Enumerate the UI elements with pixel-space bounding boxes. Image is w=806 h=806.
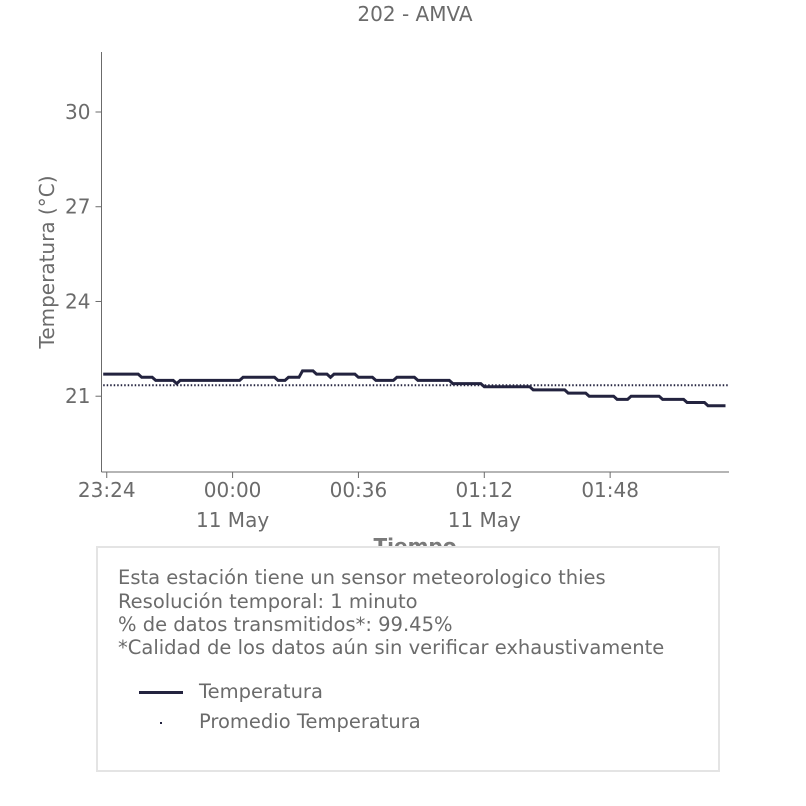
temperature-line [103,369,726,408]
legend-average-label: Promedio Temperatura [199,710,421,733]
x-ticks: 23:24 00:00 11 May 00:36 01:12 11 May 01:48 [78,472,639,532]
y-axis-label: Temperatura (°C) [35,175,59,349]
y-tick-label: 27 [65,195,90,219]
info-resolution-text: Resolución temporal: 1 minuto [118,590,418,613]
x-tick-label: 01:48 [581,478,639,502]
x-tick-date-label: 11 May [196,508,269,532]
info-legend-box: Esta estación tiene un sensor meteorolog… [96,546,720,772]
x-tick-label: 23:24 [78,478,136,502]
legend-temperature-swatch [139,691,183,694]
y-tick-label: 24 [65,289,90,313]
chart-title: 202 - AMVA [357,2,472,26]
info-sensor-text: Esta estación tiene un sensor meteorolog… [118,566,606,589]
y-tick-label: 21 [65,384,90,408]
x-tick-label: 01:12 [455,478,513,502]
y-tick-label: 30 [65,100,90,124]
y-ticks: 21 24 27 30 [65,100,102,408]
info-quality-note: *Calidad de los datos aún sin verificar … [118,636,665,659]
series-layer [103,369,729,408]
info-transmitted-text: % de datos transmitidos*: 99.45% [118,613,453,636]
legend-average-swatch [160,722,162,724]
x-tick-date-label: 11 May [448,508,521,532]
x-tick-label: 00:00 [204,478,262,502]
x-tick-label: 00:36 [330,478,388,502]
legend-temperature-label: Temperatura [199,680,323,703]
